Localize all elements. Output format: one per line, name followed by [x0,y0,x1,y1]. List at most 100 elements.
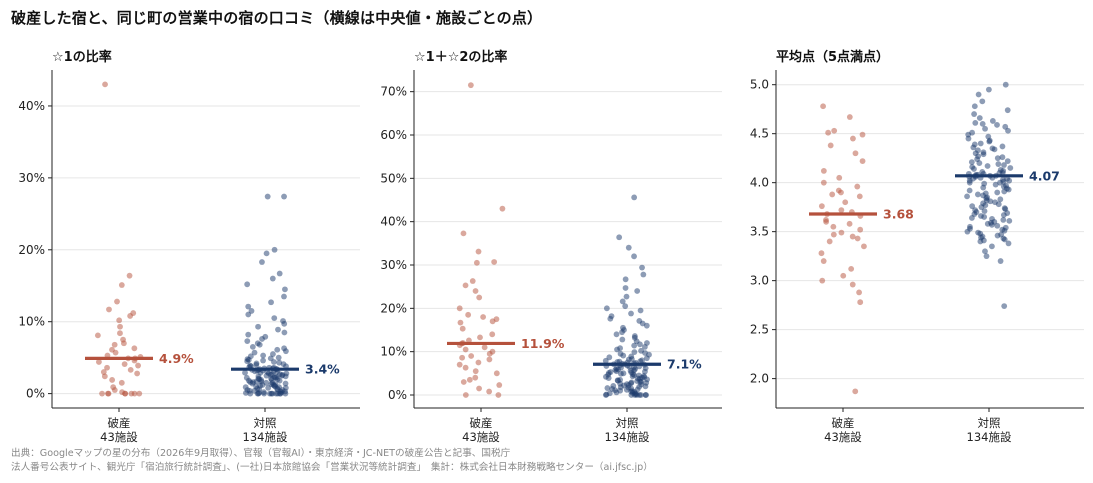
data-point [271,315,278,322]
data-point [969,215,975,221]
data-point [244,358,251,365]
data-point [819,277,826,284]
x-tick-label: 破産 [108,416,131,430]
data-point [263,250,270,257]
data-point [968,159,975,165]
data-point [271,359,277,365]
data-point [643,322,650,329]
data-point [96,359,102,365]
data-point [244,281,251,288]
data-point [275,354,282,361]
data-point [818,250,825,257]
data-point [622,276,629,283]
data-point [1006,217,1013,224]
data-point [859,158,866,165]
data-point [256,341,263,348]
data-point [636,392,643,398]
data-point [282,380,289,387]
y-tick-label: 2.0 [750,372,769,386]
data-point [1006,177,1013,184]
x-tick-label: 134施設 [605,430,650,444]
data-point [1001,236,1008,243]
y-tick-label: 0% [388,388,407,402]
data-point [486,388,493,395]
data-point [971,103,978,110]
data-point [859,131,866,138]
data-point [118,379,125,386]
data-point [989,243,995,250]
data-point [997,179,1003,186]
data-point [613,331,620,338]
data-point [840,272,847,279]
data-point [637,341,643,348]
data-point [643,392,649,398]
panel-1-title: ☆1の比率 [52,50,112,65]
data-point [820,168,827,174]
data-point [486,356,493,363]
data-point [631,349,638,355]
data-point [245,331,252,338]
data-point [966,179,973,186]
data-point [109,377,116,383]
data-point [818,203,825,210]
median-label: 3.68 [883,207,914,222]
data-point [249,343,256,350]
data-point [830,223,837,230]
data-point [965,135,972,142]
data-point [994,232,1001,239]
y-tick-label: 40% [380,215,407,229]
data-point [623,293,630,300]
data-point [607,315,614,322]
y-tick-label: 3.5 [750,225,769,239]
data-point [276,270,283,277]
data-point [106,306,112,313]
data-point [848,265,855,272]
data-point [997,196,1004,203]
data-point [849,281,856,288]
data-point [101,373,108,380]
data-point [603,305,610,312]
data-point [255,323,261,330]
y-tick-label: 3.0 [750,274,769,288]
data-point [849,233,856,240]
data-point [980,151,987,158]
data-point [131,345,138,352]
data-point [979,120,986,127]
data-point [472,374,479,381]
data-point [613,368,620,375]
data-point [495,392,502,398]
data-point [971,166,977,172]
data-point [254,390,261,397]
x-tick-label: 対照 [978,416,1001,430]
data-point [1001,188,1008,195]
data-point [118,282,125,288]
data-point [628,310,634,317]
data-point [127,366,134,373]
data-point [981,208,988,214]
x-tick-label: 破産 [470,416,493,430]
data-point [995,161,1002,167]
data-point [127,313,134,319]
data-point [852,388,859,395]
data-point [978,204,985,211]
data-point [640,271,647,278]
data-point [643,355,650,362]
data-point [499,205,506,212]
data-point [997,258,1004,264]
data-point [242,369,248,376]
data-point [469,278,476,284]
panel-2: ☆1＋☆2の比率 0% 10% 20% 30% 40% 50% 60% 70% 破産 43施設 対照… [362,40,724,444]
y-tick-label: 10% [380,345,407,359]
data-point [984,163,991,169]
data-point [281,320,288,327]
y-tick-label: 20% [380,301,407,315]
data-point [838,207,845,213]
panel-1: ☆1の比率 0% 10% 20% 30% 40% 破産 43施設 対照 134施設 4.9% 3.4… [0,40,362,444]
data-point [1000,216,1007,223]
y-tick-label: 4.0 [750,176,769,190]
x-tick-label: 134施設 [243,430,288,444]
data-point [622,303,629,310]
y-tick-label: 4.5 [750,127,769,141]
data-point [459,354,466,361]
